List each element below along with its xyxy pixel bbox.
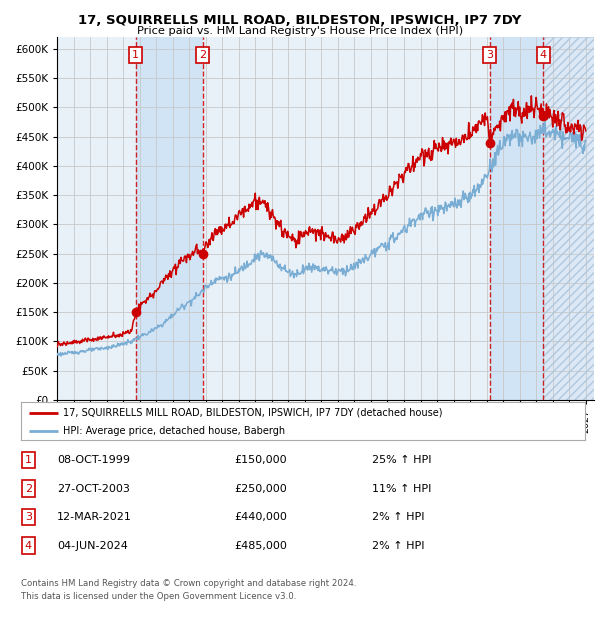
Text: 11% ↑ HPI: 11% ↑ HPI [372,484,431,494]
Text: 17, SQUIRRELLS MILL ROAD, BILDESTON, IPSWICH, IP7 7DY (detached house): 17, SQUIRRELLS MILL ROAD, BILDESTON, IPS… [64,407,443,417]
Text: £440,000: £440,000 [234,512,287,522]
Text: This data is licensed under the Open Government Licence v3.0.: This data is licensed under the Open Gov… [21,592,296,601]
Text: 2: 2 [25,484,32,494]
Text: 3: 3 [486,50,493,60]
Text: 08-OCT-1999: 08-OCT-1999 [57,455,130,465]
Text: HPI: Average price, detached house, Babergh: HPI: Average price, detached house, Babe… [64,427,286,436]
Bar [543,37,594,400]
Bar [543,37,594,400]
Text: 2: 2 [199,50,206,60]
Text: 1: 1 [133,50,139,60]
Bar [490,37,543,400]
Text: £250,000: £250,000 [234,484,287,494]
Bar [136,37,203,400]
Text: Contains HM Land Registry data © Crown copyright and database right 2024.: Contains HM Land Registry data © Crown c… [21,578,356,588]
Text: Price paid vs. HM Land Registry's House Price Index (HPI): Price paid vs. HM Land Registry's House … [137,26,463,36]
Text: 4: 4 [25,541,32,551]
Text: 17, SQUIRRELLS MILL ROAD, BILDESTON, IPSWICH, IP7 7DY: 17, SQUIRRELLS MILL ROAD, BILDESTON, IPS… [79,14,521,27]
Text: 04-JUN-2024: 04-JUN-2024 [57,541,128,551]
Text: 1: 1 [25,455,32,465]
Text: 2% ↑ HPI: 2% ↑ HPI [372,541,425,551]
Text: £485,000: £485,000 [234,541,287,551]
Text: 27-OCT-2003: 27-OCT-2003 [57,484,130,494]
Text: 2% ↑ HPI: 2% ↑ HPI [372,512,425,522]
Text: £150,000: £150,000 [234,455,287,465]
Text: 4: 4 [540,50,547,60]
Text: 25% ↑ HPI: 25% ↑ HPI [372,455,431,465]
Text: 3: 3 [25,512,32,522]
Text: 12-MAR-2021: 12-MAR-2021 [57,512,132,522]
